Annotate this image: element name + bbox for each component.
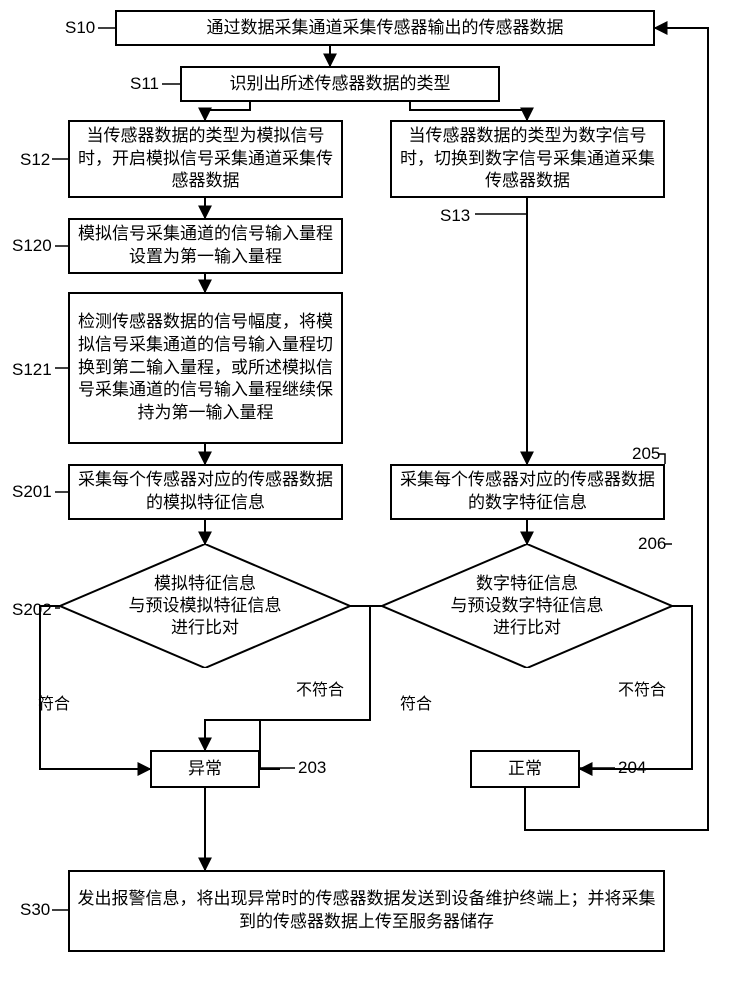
node-s10: 通过数据采集通道采集传感器输出的传感器数据 — [115, 10, 655, 46]
node-text: 通过数据采集通道采集传感器输出的传感器数据 — [207, 17, 564, 40]
node-s12: 当传感器数据的类型为模拟信号时，开启模拟信号采集通道采集传感器数据 — [68, 120, 343, 198]
node-text: 异常 — [188, 758, 222, 781]
node-n204: 正常 — [470, 750, 580, 788]
node-text: 数字特征信息与预设数字特征信息进行比对 — [451, 573, 604, 639]
node-text: 正常 — [508, 758, 542, 781]
step-label-l_205: 205 — [632, 444, 660, 464]
step-label-l_s13: S13 — [440, 206, 470, 226]
flowchart-canvas: 通过数据采集通道采集传感器输出的传感器数据识别出所述传感器数据的类型当传感器数据… — [0, 0, 731, 1000]
step-label-l_s11: S11 — [130, 74, 159, 94]
step-label-l_s120: S120 — [12, 236, 52, 256]
node-s121: 检测传感器数据的信号幅度，将模拟信号采集通道的信号输入量程切换到第二输入量程，或… — [68, 292, 343, 444]
edge-label-e3: 符合 — [400, 690, 432, 714]
node-text: 检测传感器数据的信号幅度，将模拟信号采集通道的信号输入量程切换到第二输入量程，或… — [76, 311, 335, 426]
step-label-l_206: 206 — [638, 534, 666, 554]
node-s13: 当传感器数据的类型为数字信号时，切换到数字信号采集通道采集传感器数据 — [390, 120, 665, 198]
node-text: 模拟特征信息与预设模拟特征信息进行比对 — [129, 573, 282, 639]
step-label-l_s30: S30 — [20, 900, 50, 920]
node-s30: 发出报警信息，将出现异常时的传感器数据发送到设备维护终端上；并将采集到的传感器数… — [68, 870, 665, 952]
node-text: 当传感器数据的类型为数字信号时，切换到数字信号采集通道采集传感器数据 — [398, 125, 657, 194]
node-n206: 数字特征信息与预设数字特征信息进行比对 — [382, 544, 672, 668]
node-n203: 异常 — [150, 750, 260, 788]
node-s201: 采集每个传感器对应的传感器数据的模拟特征信息 — [68, 464, 343, 520]
edge-label-e4: 不符合 — [618, 676, 666, 700]
step-label-l_203: 203 — [298, 758, 326, 778]
edge-label-e1: 符合 — [38, 690, 70, 714]
node-text: 发出报警信息，将出现异常时的传感器数据发送到设备维护终端上；并将采集到的传感器数… — [76, 888, 657, 934]
step-label-l_s202: S202 — [12, 600, 52, 620]
step-label-l_s201: S201 — [12, 482, 52, 502]
node-text: 当传感器数据的类型为模拟信号时，开启模拟信号采集通道采集传感器数据 — [76, 125, 335, 194]
node-text: 模拟信号采集通道的信号输入量程设置为第一输入量程 — [76, 223, 335, 269]
node-s202: 模拟特征信息与预设模拟特征信息进行比对 — [60, 544, 350, 668]
step-label-l_s12: S12 — [20, 150, 50, 170]
node-n205: 采集每个传感器对应的传感器数据的数字特征信息 — [390, 464, 665, 520]
edge-a_s11_s12 — [205, 102, 250, 120]
step-label-l_s121: S121 — [12, 360, 52, 380]
step-label-l_204: 204 — [618, 758, 646, 778]
step-label-l_s10: S10 — [65, 18, 95, 38]
node-text: 识别出所述传感器数据的类型 — [230, 73, 451, 96]
edge-label-e2: 不符合 — [296, 676, 344, 700]
node-text: 采集每个传感器对应的传感器数据的模拟特征信息 — [76, 469, 335, 515]
node-s11: 识别出所述传感器数据的类型 — [180, 66, 500, 102]
node-s120: 模拟信号采集通道的信号输入量程设置为第一输入量程 — [68, 218, 343, 274]
node-text: 采集每个传感器对应的传感器数据的数字特征信息 — [398, 469, 657, 515]
edge-a_s11_s13 — [410, 102, 527, 120]
